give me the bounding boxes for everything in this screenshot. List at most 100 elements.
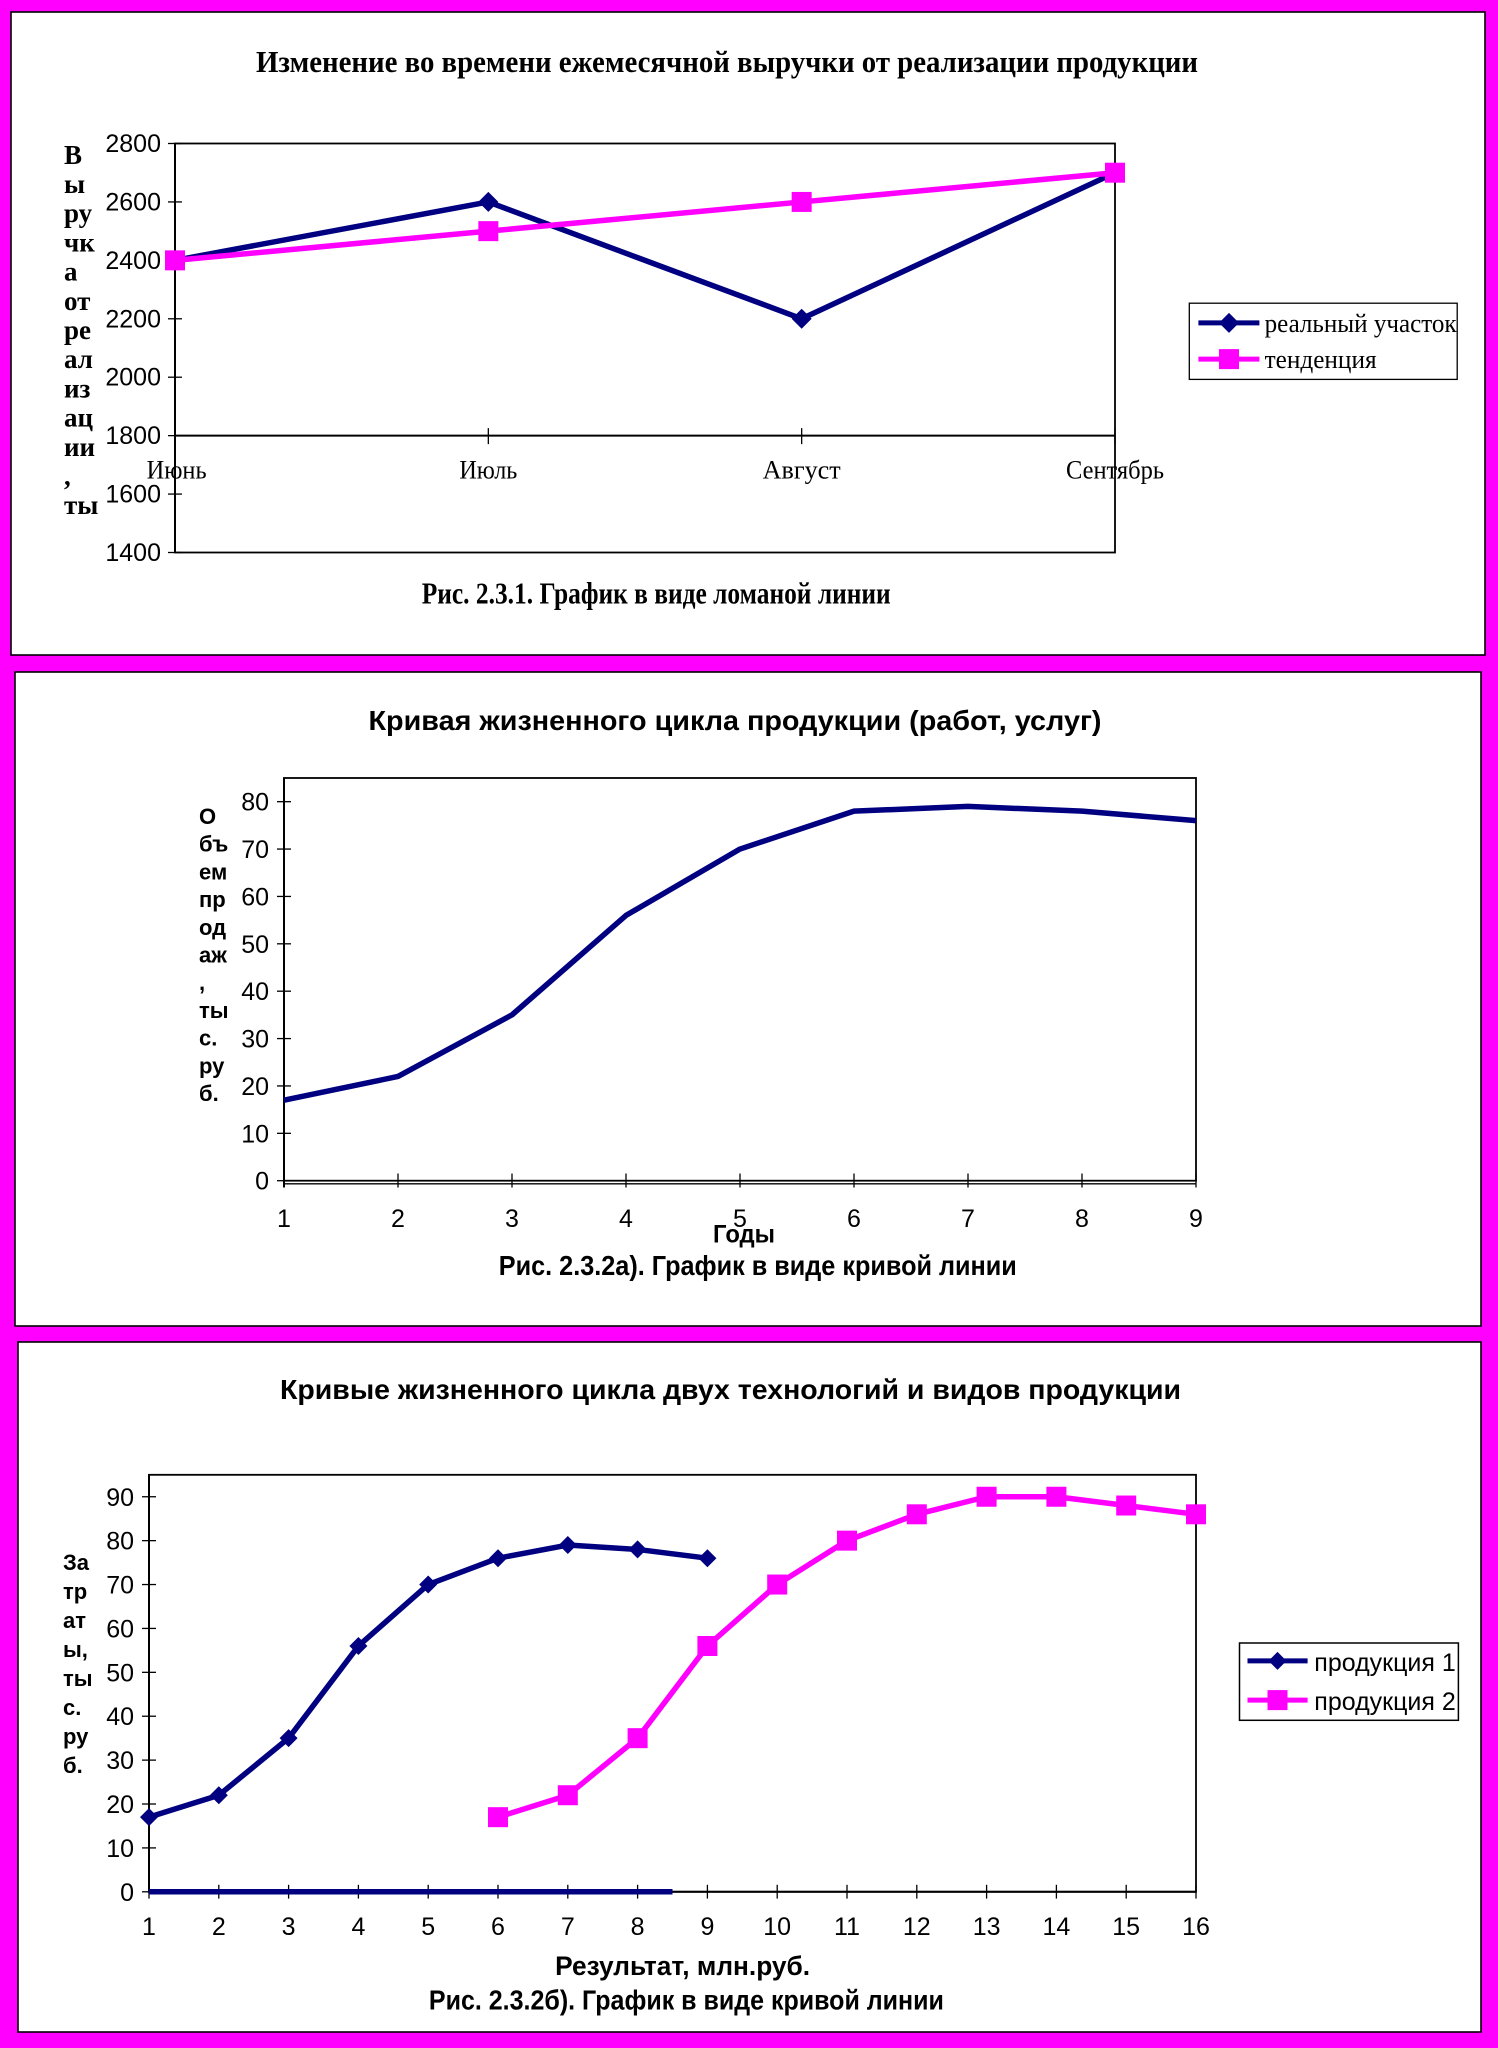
svg-text:ру: ру [199, 1053, 225, 1078]
svg-text:от: от [64, 286, 90, 316]
svg-text:0: 0 [120, 1879, 134, 1907]
svg-text:1600: 1600 [105, 481, 161, 509]
svg-text:6: 6 [847, 1205, 861, 1233]
svg-text:20: 20 [241, 1073, 269, 1101]
svg-text:50: 50 [241, 931, 269, 959]
svg-text:30: 30 [106, 1747, 134, 1775]
svg-text:9: 9 [700, 1913, 714, 1941]
svg-text:ты: ты [199, 998, 229, 1023]
svg-text:ты: ты [63, 1666, 93, 1691]
svg-text:б.: б. [199, 1081, 219, 1106]
svg-text:ем: ем [199, 859, 227, 884]
svg-text:Июнь: Июнь [147, 456, 207, 485]
svg-text:9: 9 [1189, 1205, 1203, 1233]
svg-text:1: 1 [142, 1913, 156, 1941]
svg-text:реальный участок: реальный участок [1265, 309, 1457, 338]
svg-text:чк: чк [64, 227, 95, 257]
svg-text:О: О [199, 804, 216, 829]
svg-text:4: 4 [351, 1913, 365, 1941]
svg-text:Результат, млн.руб.: Результат, млн.руб. [555, 1951, 810, 1981]
svg-text:2: 2 [391, 1205, 405, 1233]
svg-text:4: 4 [619, 1205, 633, 1233]
svg-text:40: 40 [106, 1703, 134, 1731]
svg-text:6: 6 [491, 1913, 505, 1941]
svg-text:8: 8 [631, 1913, 645, 1941]
svg-text:Изменение во времени ежемесячн: Изменение во времени ежемесячной выручки… [256, 44, 1198, 79]
svg-text:16: 16 [1182, 1913, 1210, 1941]
svg-text:1: 1 [277, 1205, 291, 1233]
svg-text:,: , [199, 970, 205, 995]
svg-text:40: 40 [241, 978, 269, 1006]
svg-text:Кривая жизненного цикла продук: Кривая жизненного цикла продукции (работ… [369, 705, 1102, 736]
svg-text:13: 13 [973, 1913, 1001, 1941]
svg-text:ре: ре [64, 315, 91, 345]
svg-text:продукция 2: продукция 2 [1314, 1688, 1456, 1716]
svg-text:б.: б. [63, 1753, 83, 1778]
svg-text:2000: 2000 [105, 364, 161, 392]
svg-text:Сентябрь: Сентябрь [1066, 456, 1164, 485]
svg-text:ы: ы [64, 169, 85, 199]
svg-text:10: 10 [763, 1913, 791, 1941]
svg-text:продукция 1: продукция 1 [1314, 1649, 1456, 1677]
svg-text:ру: ру [63, 1724, 89, 1749]
svg-text:пр: пр [199, 887, 226, 912]
svg-text:2200: 2200 [105, 305, 161, 333]
svg-text:10: 10 [106, 1835, 134, 1863]
svg-text:2: 2 [212, 1913, 226, 1941]
svg-text:Рис. 2.3.1. График в виде лома: Рис. 2.3.1. График в виде ломаной линии [422, 576, 891, 611]
svg-text:а: а [64, 257, 78, 287]
svg-text:ал: ал [64, 344, 93, 374]
svg-text:7: 7 [561, 1913, 575, 1941]
svg-text:Кривые жизненного цикла двух т: Кривые жизненного цикла двух технологий … [280, 1374, 1181, 1405]
svg-text:60: 60 [106, 1615, 134, 1643]
svg-text:11: 11 [834, 1913, 860, 1941]
svg-text:1400: 1400 [105, 539, 161, 567]
svg-text:Июль: Июль [459, 456, 517, 485]
svg-text:14: 14 [1042, 1913, 1070, 1941]
svg-text:ру: ру [64, 198, 93, 228]
svg-text:Рис. 2.3.2б). График в виде кр: Рис. 2.3.2б). График в виде кривой линии [429, 1985, 944, 2016]
svg-text:15: 15 [1112, 1913, 1140, 1941]
svg-text:5: 5 [733, 1205, 747, 1233]
svg-text:90: 90 [106, 1484, 134, 1512]
svg-text:70: 70 [241, 836, 269, 864]
svg-text:аж: аж [199, 943, 227, 968]
svg-text:2600: 2600 [105, 188, 161, 216]
svg-text:ты: ты [64, 490, 98, 520]
svg-text:Рис. 2.3.2а). График в виде кр: Рис. 2.3.2а). График в виде кривой линии [499, 1250, 1017, 1281]
svg-text:8: 8 [1075, 1205, 1089, 1233]
svg-text:30: 30 [241, 1026, 269, 1054]
svg-text:12: 12 [903, 1913, 931, 1941]
svg-text:10: 10 [241, 1120, 269, 1148]
svg-text:2400: 2400 [105, 247, 161, 275]
svg-text:ы,: ы, [63, 1637, 88, 1662]
svg-text:с.: с. [199, 1026, 217, 1051]
svg-text:5: 5 [421, 1913, 435, 1941]
svg-text:3: 3 [282, 1913, 296, 1941]
svg-text:тенденция: тенденция [1265, 345, 1377, 374]
svg-text:0: 0 [255, 1168, 269, 1196]
svg-text:За: За [63, 1550, 90, 1575]
svg-text:70: 70 [106, 1572, 134, 1600]
svg-text:с.: с. [63, 1695, 81, 1720]
svg-text:бъ: бъ [199, 832, 228, 857]
svg-text:3: 3 [505, 1205, 519, 1233]
svg-text:60: 60 [241, 883, 269, 911]
svg-text:тр: тр [63, 1579, 87, 1604]
svg-text:В: В [64, 140, 82, 170]
svg-text:ац: ац [64, 403, 94, 433]
svg-text:Годы: Годы [713, 1221, 775, 1249]
svg-text:20: 20 [106, 1791, 134, 1819]
svg-text:Август: Август [763, 456, 841, 485]
svg-text:,: , [64, 461, 71, 491]
svg-text:80: 80 [241, 789, 269, 817]
svg-text:од: од [199, 915, 226, 940]
svg-text:1800: 1800 [105, 422, 161, 450]
svg-text:2800: 2800 [105, 130, 161, 158]
svg-text:80: 80 [106, 1528, 134, 1556]
svg-text:7: 7 [961, 1205, 975, 1233]
svg-text:ат: ат [63, 1608, 86, 1633]
svg-text:из: из [64, 373, 91, 403]
svg-text:50: 50 [106, 1659, 134, 1687]
svg-text:ии: ии [64, 432, 95, 462]
